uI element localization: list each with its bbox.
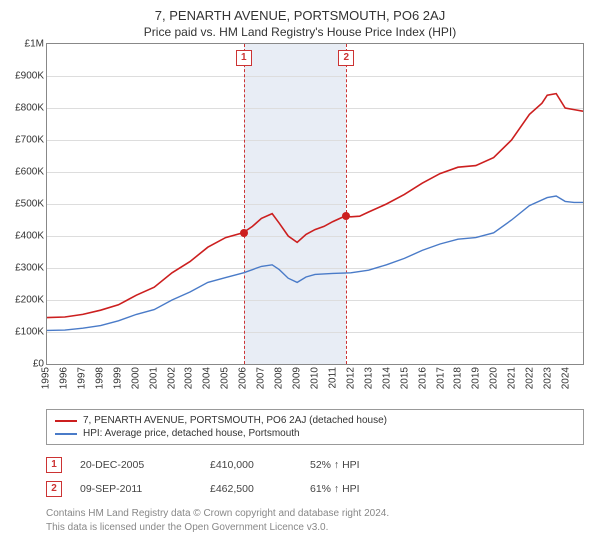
x-tick-label: 2020 bbox=[489, 367, 500, 389]
x-tick-label: 2019 bbox=[471, 367, 482, 389]
x-tick-label: 2001 bbox=[148, 367, 159, 389]
y-tick-label: £700K bbox=[0, 135, 47, 146]
x-tick-label: 1996 bbox=[58, 367, 69, 389]
x-tick-label: 2015 bbox=[399, 367, 410, 389]
legend-label: 7, PENARTH AVENUE, PORTSMOUTH, PO6 2AJ (… bbox=[83, 415, 387, 426]
transaction-date: 09-SEP-2011 bbox=[80, 483, 210, 495]
x-tick-label: 2010 bbox=[310, 367, 321, 389]
x-tick-label: 2005 bbox=[220, 367, 231, 389]
sale-dot bbox=[240, 229, 248, 237]
x-tick-label: 2018 bbox=[453, 367, 464, 389]
page-subtitle: Price paid vs. HM Land Registry's House … bbox=[0, 23, 600, 43]
x-tick-label: 2021 bbox=[507, 367, 518, 389]
price-chart: £0£100K£200K£300K£400K£500K£600K£700K£80… bbox=[46, 43, 584, 365]
legend-swatch bbox=[55, 433, 77, 435]
x-tick-label: 2008 bbox=[274, 367, 285, 389]
x-tick-label: 1997 bbox=[76, 367, 87, 389]
x-tick-label: 2009 bbox=[292, 367, 303, 389]
x-tick-label: 1995 bbox=[41, 367, 52, 389]
transaction-marker: 2 bbox=[46, 481, 62, 497]
y-tick-label: £200K bbox=[0, 295, 47, 306]
legend-swatch bbox=[55, 420, 77, 422]
x-tick-label: 2012 bbox=[345, 367, 356, 389]
x-tick-label: 2022 bbox=[525, 367, 536, 389]
x-tick-label: 2017 bbox=[435, 367, 446, 389]
y-tick-label: £800K bbox=[0, 103, 47, 114]
x-tick-label: 2003 bbox=[184, 367, 195, 389]
x-tick-label: 2006 bbox=[238, 367, 249, 389]
transaction-price: £462,500 bbox=[210, 483, 310, 495]
y-tick-label: £900K bbox=[0, 71, 47, 82]
transaction-date: 20-DEC-2005 bbox=[80, 459, 210, 471]
transaction-price: £410,000 bbox=[210, 459, 310, 471]
x-tick-label: 2016 bbox=[417, 367, 428, 389]
x-axis-labels: 1995199619971998199920002001200220032004… bbox=[46, 365, 584, 405]
transaction-pct: 52% ↑ HPI bbox=[310, 459, 584, 471]
x-tick-label: 1998 bbox=[94, 367, 105, 389]
legend-label: HPI: Average price, detached house, Port… bbox=[83, 428, 300, 439]
legend: 7, PENARTH AVENUE, PORTSMOUTH, PO6 2AJ (… bbox=[46, 409, 584, 445]
y-tick-label: £400K bbox=[0, 231, 47, 242]
x-tick-label: 1999 bbox=[112, 367, 123, 389]
legend-item: 7, PENARTH AVENUE, PORTSMOUTH, PO6 2AJ (… bbox=[55, 414, 575, 427]
footer-attribution: Contains HM Land Registry data © Crown c… bbox=[46, 507, 584, 534]
x-tick-label: 2024 bbox=[561, 367, 572, 389]
y-tick-label: £300K bbox=[0, 263, 47, 274]
sale-dot bbox=[342, 212, 350, 220]
footer-line: Contains HM Land Registry data © Crown c… bbox=[46, 507, 584, 521]
table-row: 1 20-DEC-2005 £410,000 52% ↑ HPI bbox=[46, 453, 584, 477]
page-title: 7, PENARTH AVENUE, PORTSMOUTH, PO6 2AJ bbox=[0, 0, 600, 23]
x-tick-label: 2000 bbox=[130, 367, 141, 389]
y-tick-label: £600K bbox=[0, 167, 47, 178]
x-tick-label: 2014 bbox=[381, 367, 392, 389]
x-tick-label: 2004 bbox=[202, 367, 213, 389]
x-tick-label: 2013 bbox=[363, 367, 374, 389]
x-tick-label: 2023 bbox=[543, 367, 554, 389]
footer-line: This data is licensed under the Open Gov… bbox=[46, 521, 584, 535]
x-tick-label: 2011 bbox=[327, 367, 338, 389]
y-tick-label: £500K bbox=[0, 199, 47, 210]
transactions-table: 1 20-DEC-2005 £410,000 52% ↑ HPI 2 09-SE… bbox=[46, 453, 584, 501]
x-tick-label: 2002 bbox=[166, 367, 177, 389]
table-row: 2 09-SEP-2011 £462,500 61% ↑ HPI bbox=[46, 477, 584, 501]
x-tick-label: 2007 bbox=[256, 367, 267, 389]
legend-item: HPI: Average price, detached house, Port… bbox=[55, 427, 575, 440]
y-tick-label: £100K bbox=[0, 327, 47, 338]
y-tick-label: £1M bbox=[0, 39, 47, 50]
transaction-marker: 1 bbox=[46, 457, 62, 473]
transaction-pct: 61% ↑ HPI bbox=[310, 483, 584, 495]
